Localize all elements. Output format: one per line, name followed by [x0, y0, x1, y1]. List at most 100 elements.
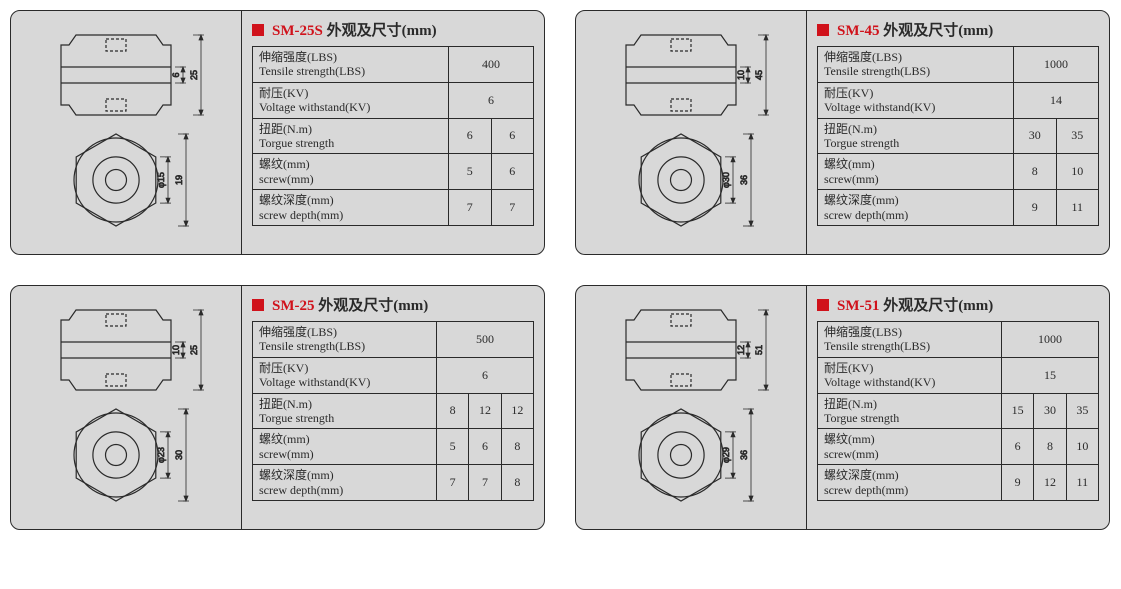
table-row: 扭距(N.m)Torgue strength66	[252, 118, 534, 154]
title-suffix: 外观及尺寸(mm)	[883, 23, 993, 39]
row-label: 耐压(KV)Voltage withstand(KV)	[818, 358, 1002, 393]
row-values: 14	[1014, 83, 1098, 118]
cell-value: 10	[1066, 429, 1098, 464]
panel-title: SM-25 外观及尺寸(mm)	[242, 286, 544, 321]
table-row: 螺纹深度(mm)screw depth(mm)77	[252, 189, 534, 226]
cell-value: 8	[1033, 429, 1065, 464]
svg-text:12: 12	[736, 345, 746, 355]
cell-value: 15	[1002, 358, 1098, 393]
svg-text:19: 19	[174, 175, 184, 185]
cell-value: 8	[1014, 154, 1056, 189]
row-label: 伸缩强度(LBS)Tensile strength(LBS)	[253, 322, 437, 357]
spec-table-container: SM-25 外观及尺寸(mm)伸缩强度(LBS)Tensile strength…	[241, 286, 544, 529]
spec-table: 伸缩强度(LBS)Tensile strength(LBS)1000耐压(KV)…	[807, 321, 1109, 529]
row-label: 伸缩强度(LBS)Tensile strength(LBS)	[253, 47, 449, 82]
table-row: 扭距(N.m)Torgue strength153035	[817, 393, 1099, 429]
svg-text:51: 51	[754, 345, 764, 355]
row-label: 耐压(KV)Voltage withstand(KV)	[253, 83, 449, 118]
cell-value: 1000	[1002, 322, 1098, 357]
cell-value: 8	[437, 394, 468, 429]
table-row: 伸缩强度(LBS)Tensile strength(LBS)1000	[817, 46, 1099, 82]
table-row: 耐压(KV)Voltage withstand(KV)6	[252, 357, 534, 393]
row-values: 500	[437, 322, 533, 357]
cell-value: 7	[437, 465, 468, 500]
panel-title: SM-25S 外观及尺寸(mm)	[242, 11, 544, 46]
svg-text:45: 45	[754, 70, 764, 80]
row-label: 伸缩强度(LBS)Tensile strength(LBS)	[818, 47, 1014, 82]
row-label: 螺纹(mm)screw(mm)	[253, 429, 437, 464]
cell-value: 10	[1056, 154, 1099, 189]
table-row: 螺纹(mm)screw(mm)6810	[817, 428, 1099, 464]
row-label: 扭距(N.m)Torgue strength	[818, 394, 1002, 429]
row-label: 伸缩强度(LBS)Tensile strength(LBS)	[818, 322, 1002, 357]
table-row: 螺纹(mm)screw(mm)810	[817, 153, 1099, 189]
row-values: 778	[437, 465, 533, 500]
title-square-icon	[817, 299, 829, 311]
table-row: 伸缩强度(LBS)Tensile strength(LBS)500	[252, 321, 534, 357]
svg-text:10: 10	[171, 345, 181, 355]
diagram: 451036φ30	[576, 11, 806, 254]
spec-panel-sm-45: 451036φ30 SM-45 外观及尺寸(mm)伸缩强度(LBS)Tensil…	[575, 10, 1110, 255]
diagram: 511236φ29	[576, 286, 806, 529]
row-values: 911	[1014, 190, 1098, 225]
spec-table-container: SM-45 外观及尺寸(mm)伸缩强度(LBS)Tensile strength…	[806, 11, 1109, 254]
spec-panel-sm-51: 511236φ29 SM-51 外观及尺寸(mm)伸缩强度(LBS)Tensil…	[575, 285, 1110, 530]
row-label: 扭距(N.m)Torgue strength	[818, 119, 1014, 154]
cell-value: 8	[501, 429, 533, 464]
row-values: 6	[437, 358, 533, 393]
cell-value: 12	[468, 394, 500, 429]
cell-value: 35	[1056, 119, 1099, 154]
table-row: 耐压(KV)Voltage withstand(KV)14	[817, 82, 1099, 118]
row-values: 568	[437, 429, 533, 464]
row-values: 91211	[1002, 465, 1098, 500]
model-code: SM-25	[272, 298, 315, 314]
model-code: SM-45	[837, 23, 880, 39]
svg-text:30: 30	[174, 450, 184, 460]
row-label: 螺纹(mm)screw(mm)	[818, 154, 1014, 189]
cell-value: 30	[1033, 394, 1065, 429]
table-row: 螺纹(mm)screw(mm)56	[252, 153, 534, 189]
svg-text:10: 10	[736, 70, 746, 80]
cell-value: 7	[449, 190, 491, 225]
row-label: 螺纹深度(mm)screw depth(mm)	[253, 190, 449, 225]
row-values: 1000	[1014, 47, 1098, 82]
table-row: 耐压(KV)Voltage withstand(KV)15	[817, 357, 1099, 393]
table-row: 螺纹(mm)screw(mm)568	[252, 428, 534, 464]
cell-value: 500	[437, 322, 533, 357]
cell-value: 1000	[1014, 47, 1098, 82]
row-values: 1000	[1002, 322, 1098, 357]
panel-title: SM-45 外观及尺寸(mm)	[807, 11, 1109, 46]
row-label: 螺纹(mm)screw(mm)	[818, 429, 1002, 464]
cell-value: 15	[1002, 394, 1033, 429]
title-square-icon	[252, 24, 264, 36]
row-values: 15	[1002, 358, 1098, 393]
row-values: 77	[449, 190, 533, 225]
panel-title: SM-51 外观及尺寸(mm)	[807, 286, 1109, 321]
svg-text:φ30: φ30	[721, 172, 731, 188]
cell-value: 5	[449, 154, 491, 189]
row-label: 扭距(N.m)Torgue strength	[253, 394, 437, 429]
title-square-icon	[252, 299, 264, 311]
cell-value: 6	[491, 119, 534, 154]
cell-value: 35	[1066, 394, 1098, 429]
spec-panel-sm-25s: 25619φ15 SM-25S 外观及尺寸(mm)伸缩强度(LBS)Tensil…	[10, 10, 545, 255]
spec-table: 伸缩强度(LBS)Tensile strength(LBS)1000耐压(KV)…	[807, 46, 1109, 254]
table-row: 伸缩强度(LBS)Tensile strength(LBS)400	[252, 46, 534, 82]
cell-value: 30	[1014, 119, 1056, 154]
row-values: 400	[449, 47, 533, 82]
cell-value: 9	[1014, 190, 1056, 225]
row-values: 6810	[1002, 429, 1098, 464]
row-label: 扭距(N.m)Torgue strength	[253, 119, 449, 154]
diagram: 251030φ23	[11, 286, 241, 529]
row-values: 6	[449, 83, 533, 118]
cell-value: 11	[1056, 190, 1099, 225]
title-suffix: 外观及尺寸(mm)	[327, 23, 437, 39]
row-values: 81212	[437, 394, 533, 429]
table-row: 螺纹深度(mm)screw depth(mm)911	[817, 189, 1099, 226]
row-values: 3035	[1014, 119, 1098, 154]
svg-text:25: 25	[189, 345, 199, 355]
table-row: 螺纹深度(mm)screw depth(mm)91211	[817, 464, 1099, 501]
table-row: 扭距(N.m)Torgue strength3035	[817, 118, 1099, 154]
row-label: 耐压(KV)Voltage withstand(KV)	[818, 83, 1014, 118]
svg-text:φ29: φ29	[721, 447, 731, 463]
